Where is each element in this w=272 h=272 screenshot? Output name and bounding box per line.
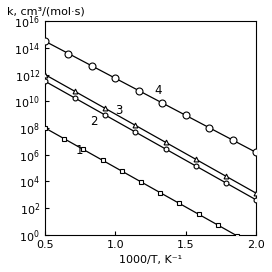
Text: 3: 3 bbox=[115, 104, 123, 117]
Text: 1: 1 bbox=[76, 144, 84, 157]
Text: 2: 2 bbox=[90, 115, 97, 128]
Text: k, cm³/(mol·s): k, cm³/(mol·s) bbox=[7, 7, 85, 17]
Text: 4: 4 bbox=[155, 84, 162, 97]
X-axis label: 1000/T, K⁻¹: 1000/T, K⁻¹ bbox=[119, 255, 182, 265]
